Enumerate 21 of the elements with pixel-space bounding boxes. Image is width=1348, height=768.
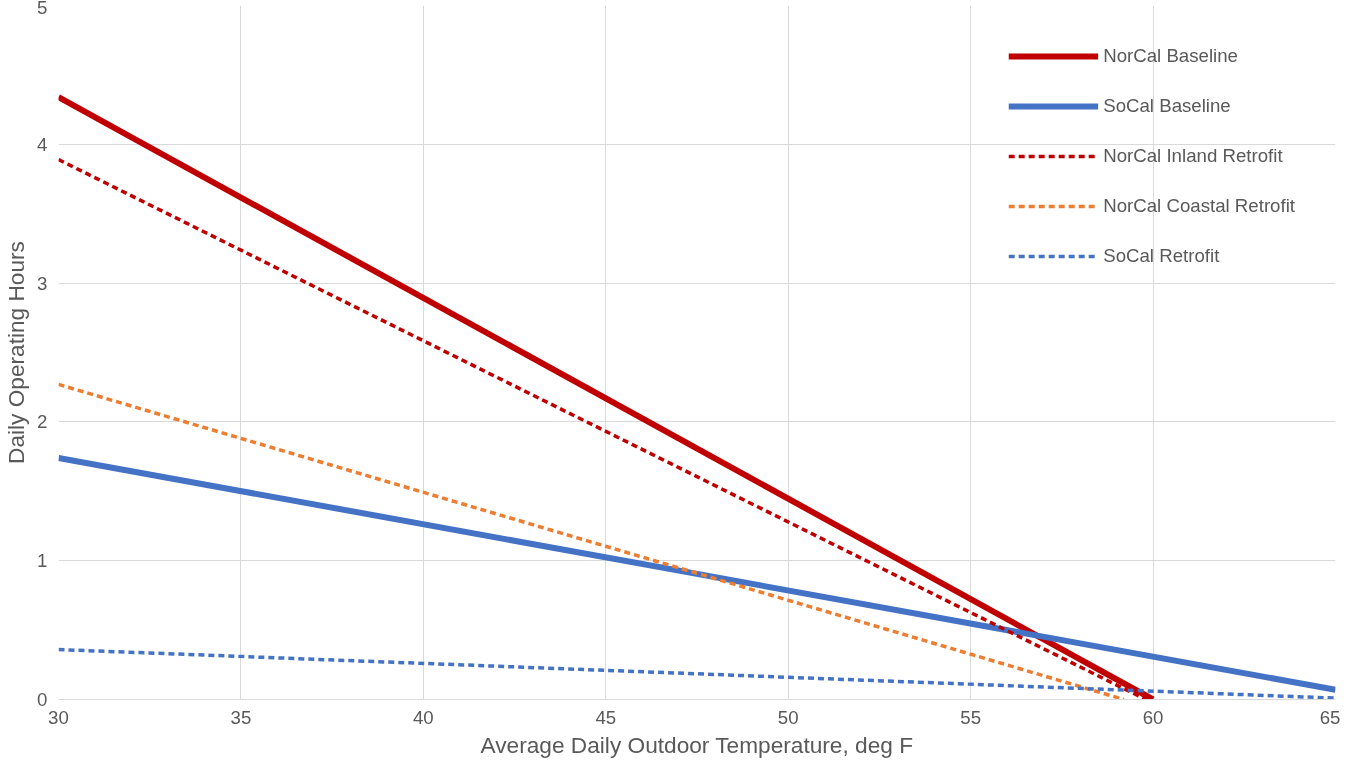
y-tick-label: 2 [37, 411, 48, 433]
x-tick-label: 50 [777, 706, 799, 728]
legend-label: NorCal Coastal Retrofit [1103, 195, 1295, 217]
y-tick-label: 5 [37, 0, 48, 18]
x-tick-label: 40 [412, 706, 434, 728]
x-tick-label: 65 [1319, 706, 1341, 728]
legend-label: NorCal Inland Retrofit [1103, 145, 1283, 167]
x-tick-label: 45 [595, 706, 617, 728]
legend-label: NorCal Baseline [1103, 45, 1238, 67]
y-axis-title: Daily Operating Hours [3, 241, 30, 464]
x-axis-title: Average Daily Outdoor Temperature, deg F [480, 731, 913, 758]
x-tick-label: 60 [1142, 706, 1164, 728]
y-tick-label: 0 [37, 689, 48, 710]
x-tick-label: 30 [48, 706, 69, 728]
y-tick-label: 3 [37, 272, 48, 294]
legend-label: SoCal Retrofit [1103, 245, 1220, 267]
legend-label: SoCal Baseline [1103, 95, 1231, 117]
x-tick-label: 35 [230, 706, 252, 728]
y-tick-label: 1 [37, 550, 48, 572]
x-tick-label: 55 [960, 706, 982, 728]
y-tick-label: 4 [37, 133, 48, 155]
